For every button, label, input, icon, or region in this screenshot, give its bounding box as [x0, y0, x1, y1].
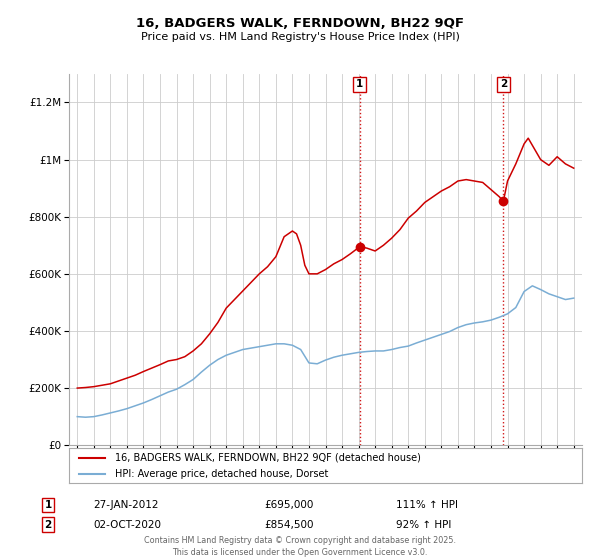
- Text: 02-OCT-2020: 02-OCT-2020: [93, 520, 161, 530]
- Text: 16, BADGERS WALK, FERNDOWN, BH22 9QF: 16, BADGERS WALK, FERNDOWN, BH22 9QF: [136, 17, 464, 30]
- Text: 2: 2: [500, 80, 507, 90]
- Text: 27-JAN-2012: 27-JAN-2012: [93, 500, 158, 510]
- Text: £854,500: £854,500: [264, 520, 314, 530]
- Text: 92% ↑ HPI: 92% ↑ HPI: [396, 520, 451, 530]
- Text: £695,000: £695,000: [264, 500, 313, 510]
- Text: 1: 1: [356, 80, 364, 90]
- Text: HPI: Average price, detached house, Dorset: HPI: Average price, detached house, Dors…: [115, 469, 329, 479]
- Text: 1: 1: [44, 500, 52, 510]
- Text: 111% ↑ HPI: 111% ↑ HPI: [396, 500, 458, 510]
- Text: Price paid vs. HM Land Registry's House Price Index (HPI): Price paid vs. HM Land Registry's House …: [140, 32, 460, 43]
- Text: 16, BADGERS WALK, FERNDOWN, BH22 9QF (detached house): 16, BADGERS WALK, FERNDOWN, BH22 9QF (de…: [115, 452, 421, 463]
- Text: 2: 2: [44, 520, 52, 530]
- Text: Contains HM Land Registry data © Crown copyright and database right 2025.
This d: Contains HM Land Registry data © Crown c…: [144, 536, 456, 557]
